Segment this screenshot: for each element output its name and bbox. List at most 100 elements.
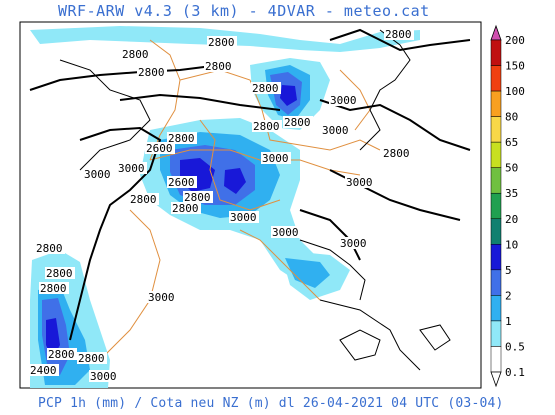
contour-label-bg (229, 211, 259, 223)
snow-level-contours (29, 28, 471, 341)
contour-label: 2800 (284, 116, 311, 129)
contour-label-bg (129, 193, 159, 205)
legend-level-label: 0.5 (505, 340, 525, 353)
contour-label: 3000 (340, 237, 367, 250)
map-caption: PCP 1h (mm) / Cota neu NZ (m) dl 26-04-2… (38, 396, 504, 411)
contour-label: 2800 (253, 120, 280, 133)
contour-label-bg (207, 36, 237, 48)
contour-label: 2800 (172, 202, 199, 215)
coastlines (59, 29, 451, 371)
contour-label: 2800 (205, 60, 232, 73)
contour-label: 2800 (130, 193, 157, 206)
legend-level-label: 1 (505, 315, 512, 328)
contour-label-bg (252, 120, 282, 132)
contour-label: 2800 (184, 191, 211, 204)
contour-label: 3000 (118, 162, 145, 175)
contour-label: 3000 (322, 124, 349, 137)
contour-label-bg (167, 176, 197, 188)
contour-label-bg (283, 116, 313, 128)
contour-label: 3000 (148, 291, 175, 304)
contour-label: 2800 (385, 28, 412, 41)
precip-intense-northeast (280, 85, 297, 106)
legend-swatch (490, 65, 502, 92)
contour-label-bg (261, 152, 291, 164)
legend-level-label: 50 (505, 162, 518, 175)
legend-arrow-bottom (490, 371, 502, 388)
contour-label-bg (35, 242, 65, 254)
legend-level-label: 20 (505, 213, 518, 226)
contour-label-bg (45, 267, 75, 279)
contour-label: 2800 (138, 66, 165, 79)
legend-swatch (490, 116, 502, 143)
contour-label-bg (83, 168, 113, 180)
legend-level-label: 80 (505, 111, 518, 124)
contour-label-bg (271, 226, 301, 238)
contour-label-bg (384, 28, 414, 40)
contour-label-bg (204, 60, 234, 72)
contour-label: 2600 (168, 176, 195, 189)
contour-label: 2600 (146, 142, 173, 155)
contour-label-bg (89, 370, 119, 382)
contour-label-bg (147, 291, 177, 303)
contour-label-bg (137, 66, 167, 78)
contour-label: 2800 (208, 36, 235, 49)
legend-swatch (490, 39, 502, 66)
contour-label: 2800 (46, 267, 73, 280)
contour-label: 2800 (122, 48, 149, 61)
contour-label: 2800 (40, 282, 67, 295)
contour-label-bg (382, 147, 412, 159)
legend-arrow-top (490, 24, 502, 41)
legend-swatch (490, 218, 502, 245)
contour-label: 3000 (84, 168, 111, 181)
legend-swatch (490, 269, 502, 296)
legend-level-label: 150 (505, 60, 525, 73)
contour-label-bg (145, 142, 175, 154)
contour-label-bg (47, 348, 77, 360)
legend-swatch (490, 320, 502, 347)
contour-label-bg (167, 132, 197, 144)
precip-core-east (285, 258, 330, 288)
legend-level-label: 0.1 (505, 366, 525, 379)
contour-label: 2800 (48, 348, 75, 361)
legend-level-label: 35 (505, 187, 518, 200)
legend-level-label: 5 (505, 264, 512, 277)
contour-label: 2800 (36, 242, 63, 255)
contour-label-bg (77, 352, 107, 364)
contour-label-bg (171, 202, 201, 214)
map-header: WRF-ARW v4.3 (3 km) - 4DVAR - meteo.cat (0, 0, 555, 22)
contour-label: 3000 (90, 370, 117, 383)
country-borders (99, 39, 381, 361)
contour-label: 2800 (383, 147, 410, 160)
contour-label-bg (121, 48, 151, 60)
legend-swatch (490, 346, 502, 373)
contour-label: 3000 (230, 211, 257, 224)
contour-label: 2800 (168, 132, 195, 145)
legend-level-label: 100 (505, 85, 525, 98)
contour-label-bg (39, 282, 69, 294)
contour-label-bg (117, 162, 147, 174)
contour-label: 3000 (346, 176, 373, 189)
contour-label-bg (321, 124, 351, 136)
legend-swatch (490, 141, 502, 168)
legend-swatch (490, 167, 502, 194)
contour-label-bg (251, 82, 281, 94)
contour-label: 2800 (252, 82, 279, 95)
contour-label-bg (29, 364, 59, 376)
legend-swatch (490, 192, 502, 220)
legend-level-label: 10 (505, 238, 518, 251)
precip-intense-alps-2 (224, 168, 246, 194)
contour-label: 3000 (262, 152, 289, 165)
contour-label-bg (339, 237, 369, 249)
contour-label-bg (345, 176, 375, 188)
legend-swatch (490, 295, 502, 322)
contour-label: 3000 (330, 94, 357, 107)
legend-level-label: 65 (505, 136, 518, 149)
legend-level-label: 200 (505, 34, 525, 47)
color-legend: 200 150 100 80 65 50 35 20 10 5 2 1 0.5 0.1 (490, 24, 525, 388)
contour-label-bg (183, 191, 213, 203)
legend-level-label: 2 (505, 289, 512, 302)
legend-swatch (490, 90, 502, 117)
contour-label: 2400 (30, 364, 57, 377)
